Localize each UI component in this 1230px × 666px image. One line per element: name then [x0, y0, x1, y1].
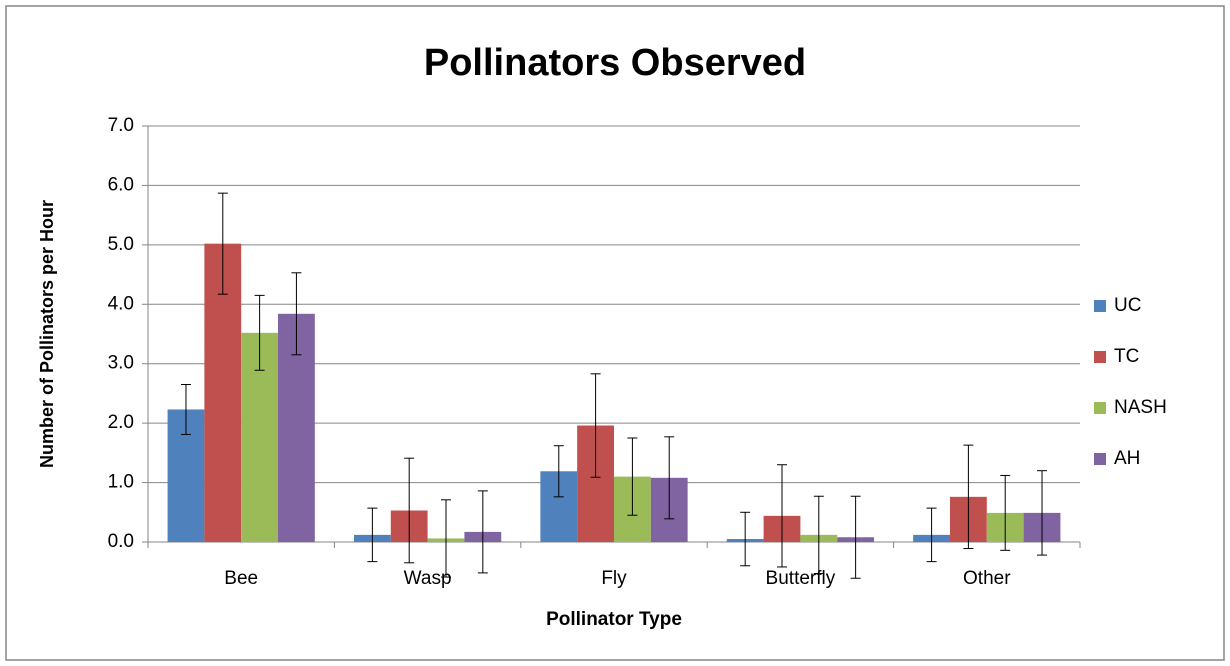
y-tick-label: 5.0: [108, 234, 134, 255]
legend-swatch: [1094, 402, 1106, 414]
y-tick-label: 1.0: [108, 472, 134, 493]
y-tick-label: 3.0: [108, 353, 134, 374]
legend-label: AH: [1114, 448, 1140, 469]
legend-swatch: [1094, 351, 1106, 363]
x-tick-label: Fly: [601, 568, 627, 589]
y-tick-label: 0.0: [108, 531, 134, 552]
y-axis-label: Number of Pollinators per Hour: [37, 200, 57, 468]
legend-label: NASH: [1114, 397, 1167, 418]
y-tick-label: 2.0: [108, 412, 134, 433]
x-axis-label: Pollinator Type: [546, 609, 682, 630]
legend-label: TC: [1114, 346, 1139, 367]
legend-swatch: [1094, 453, 1106, 465]
chart-frame: [5, 5, 1225, 661]
x-tick-label: Bee: [224, 568, 258, 589]
legend-swatch: [1094, 300, 1106, 312]
legend-label: UC: [1114, 295, 1141, 316]
y-tick-label: 6.0: [108, 174, 134, 195]
y-tick-label: 7.0: [108, 115, 134, 136]
x-tick-label: Wasp: [404, 568, 452, 589]
x-tick-label: Other: [963, 568, 1011, 589]
chart-title: Pollinators Observed: [424, 42, 806, 84]
y-tick-label: 4.0: [108, 293, 134, 314]
x-tick-label: Butterfly: [766, 568, 836, 589]
